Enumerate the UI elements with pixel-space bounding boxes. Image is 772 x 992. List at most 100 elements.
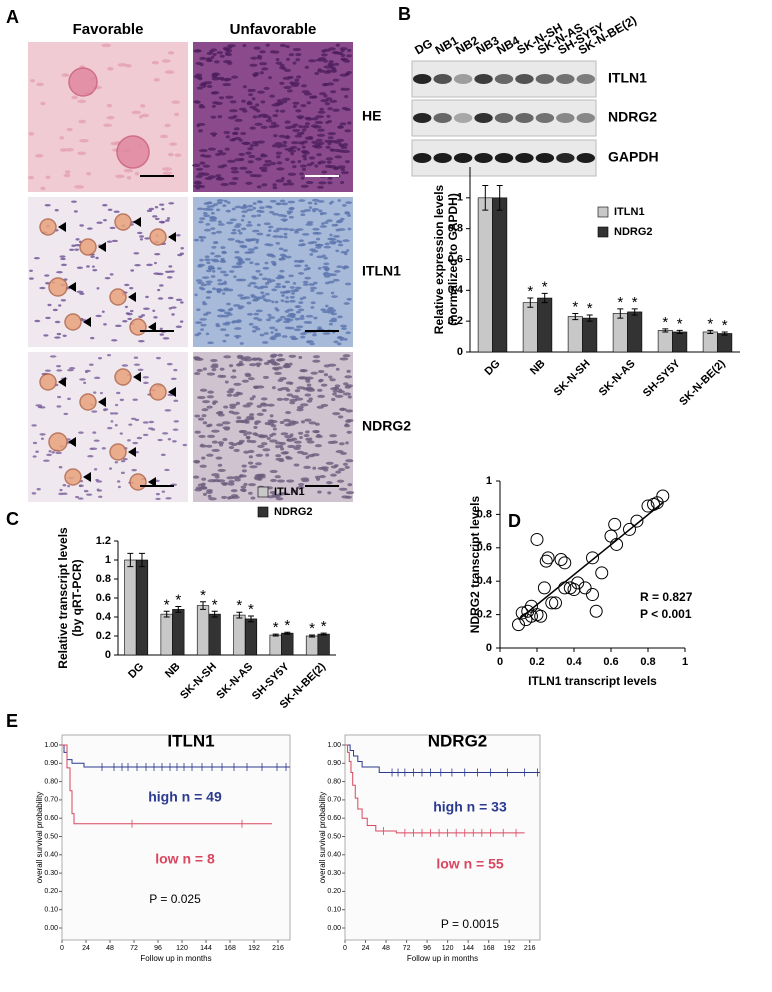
cell bbox=[212, 101, 219, 105]
cell bbox=[317, 490, 322, 494]
cell bbox=[258, 273, 263, 276]
cell bbox=[90, 255, 95, 258]
cell bbox=[173, 112, 180, 117]
cell bbox=[303, 157, 307, 161]
cell bbox=[167, 296, 174, 300]
x-tick-label: 24 bbox=[362, 945, 370, 952]
cell bbox=[312, 466, 317, 470]
cell bbox=[282, 397, 290, 401]
cell bbox=[212, 203, 218, 207]
cell bbox=[129, 286, 134, 290]
stained-cell bbox=[39, 218, 57, 236]
cell bbox=[252, 395, 256, 399]
cell bbox=[328, 322, 333, 326]
cell bbox=[296, 75, 302, 79]
y-tick-label: 0.40 bbox=[44, 852, 58, 859]
cell bbox=[291, 489, 297, 493]
cell bbox=[167, 51, 175, 55]
cell bbox=[273, 229, 280, 233]
cell bbox=[226, 393, 233, 397]
cell bbox=[296, 450, 305, 454]
legend-label: NDRG2 bbox=[274, 506, 313, 518]
cell bbox=[209, 132, 218, 136]
cell bbox=[256, 214, 262, 217]
x-tick-label: 0.8 bbox=[640, 656, 655, 668]
band bbox=[494, 113, 514, 123]
cell bbox=[119, 398, 125, 402]
x-tick-label: 72 bbox=[130, 945, 138, 952]
cell bbox=[59, 255, 66, 258]
cell bbox=[344, 282, 352, 286]
cell bbox=[278, 257, 283, 261]
cell bbox=[324, 139, 332, 143]
cell bbox=[95, 256, 99, 260]
cell bbox=[217, 220, 222, 224]
cell bbox=[253, 385, 259, 390]
cell bbox=[206, 282, 211, 286]
cell bbox=[252, 325, 259, 329]
cell bbox=[237, 392, 243, 396]
cell bbox=[84, 369, 91, 373]
cell bbox=[272, 183, 277, 187]
cell bbox=[282, 97, 291, 101]
cell bbox=[32, 441, 38, 445]
cell bbox=[83, 489, 89, 493]
cell bbox=[217, 463, 223, 467]
cell bbox=[251, 357, 260, 361]
cell bbox=[66, 438, 71, 441]
cell bbox=[332, 235, 341, 238]
cell bbox=[78, 119, 87, 124]
arrowhead bbox=[83, 317, 91, 327]
stained-cell bbox=[39, 373, 57, 391]
cell bbox=[241, 464, 247, 468]
cell bbox=[268, 225, 274, 229]
x-axis-label: ITLN1 transcript levels bbox=[528, 674, 657, 688]
cell bbox=[110, 420, 114, 423]
cell bbox=[227, 482, 235, 486]
cell bbox=[254, 122, 263, 126]
cell bbox=[298, 199, 306, 202]
cell bbox=[199, 444, 208, 448]
cell bbox=[280, 492, 289, 496]
cell bbox=[255, 269, 261, 273]
cell bbox=[260, 291, 265, 295]
cell bbox=[300, 176, 305, 180]
cell bbox=[199, 464, 207, 468]
cell bbox=[215, 230, 223, 234]
y-tick-label: 0 bbox=[486, 642, 492, 654]
cell bbox=[130, 309, 134, 313]
cell bbox=[63, 412, 69, 416]
cell bbox=[259, 206, 265, 210]
cell bbox=[253, 297, 261, 301]
cell bbox=[310, 289, 315, 292]
cell bbox=[265, 318, 272, 322]
cell bbox=[345, 201, 353, 205]
cell bbox=[231, 137, 236, 141]
cell bbox=[269, 50, 276, 54]
cell bbox=[317, 110, 326, 114]
cell bbox=[171, 313, 175, 316]
cell bbox=[284, 68, 291, 72]
cell bbox=[337, 165, 346, 169]
cell bbox=[283, 85, 292, 90]
cell bbox=[335, 43, 340, 47]
cell bbox=[293, 440, 302, 444]
cell bbox=[198, 235, 203, 239]
cell bbox=[323, 468, 329, 472]
cell bbox=[261, 408, 267, 413]
cell bbox=[223, 78, 230, 82]
cell bbox=[251, 295, 257, 299]
cell bbox=[327, 136, 334, 140]
cell bbox=[243, 482, 248, 487]
cell bbox=[206, 84, 213, 88]
cell bbox=[327, 181, 333, 185]
cell bbox=[208, 423, 213, 427]
cell bbox=[309, 342, 315, 346]
cell bbox=[206, 405, 213, 409]
stained-cell bbox=[114, 213, 132, 231]
cell bbox=[86, 265, 90, 268]
cell bbox=[257, 90, 265, 94]
cell bbox=[109, 412, 114, 415]
cell bbox=[154, 206, 159, 209]
cell bbox=[136, 436, 143, 440]
